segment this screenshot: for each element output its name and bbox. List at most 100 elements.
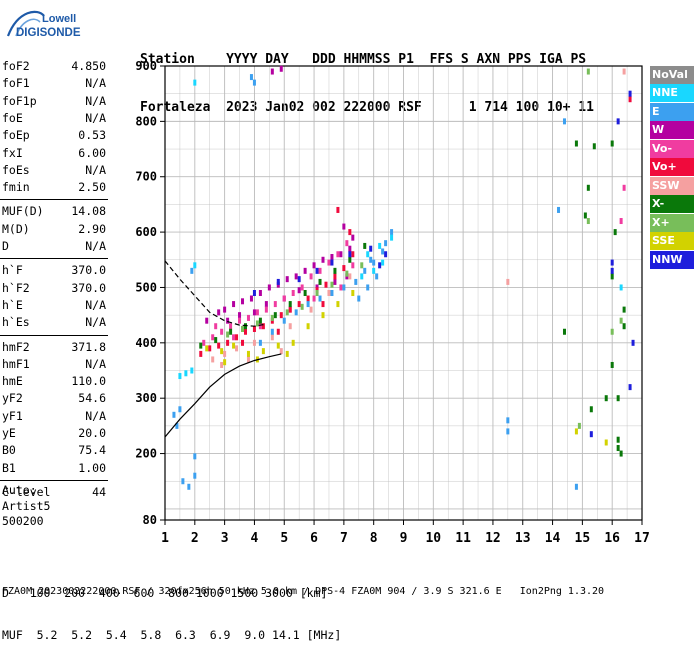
logo-swoosh-inner-icon bbox=[15, 18, 41, 37]
echo-point bbox=[243, 323, 247, 330]
echo-point bbox=[190, 267, 194, 274]
param-value: 110.0 bbox=[71, 374, 106, 389]
param-value: 2.90 bbox=[78, 221, 106, 236]
echo-point bbox=[610, 259, 614, 266]
x-tick-label: 8 bbox=[370, 531, 378, 546]
x-tick-label: 16 bbox=[604, 531, 620, 546]
logo-brand-top: Lowell bbox=[42, 13, 76, 25]
echo-point bbox=[333, 267, 337, 274]
echo-point bbox=[241, 298, 245, 305]
echo-point bbox=[315, 267, 319, 274]
echo-point bbox=[574, 483, 578, 490]
x-tick-label: 17 bbox=[634, 531, 650, 546]
distance-row: D 100 200 400 600 800 1000 1500 3000 [km… bbox=[2, 586, 328, 600]
echo-point bbox=[557, 206, 561, 213]
echo-point bbox=[592, 143, 596, 150]
param-name: h`F2 bbox=[2, 280, 30, 295]
echo-point bbox=[610, 361, 614, 368]
echo-point bbox=[276, 328, 280, 335]
echo-point bbox=[300, 284, 304, 291]
echo-point bbox=[348, 273, 352, 280]
echo-point bbox=[589, 431, 593, 438]
y-tick-label: 600 bbox=[135, 225, 157, 239]
echo-point bbox=[381, 248, 385, 255]
echo-point bbox=[574, 428, 578, 435]
echo-point bbox=[610, 140, 614, 147]
echo-point bbox=[220, 361, 224, 368]
param-value: 1.00 bbox=[78, 460, 106, 475]
param-row-hme: hmE 110.0 bbox=[0, 373, 108, 390]
echo-point bbox=[226, 339, 230, 346]
echo-point bbox=[354, 278, 358, 285]
echo-point bbox=[276, 278, 280, 285]
echo-point bbox=[211, 356, 215, 363]
echo-point bbox=[378, 242, 382, 249]
echo-point bbox=[586, 218, 590, 225]
echo-point bbox=[193, 262, 197, 269]
echo-point bbox=[270, 334, 274, 341]
echo-point bbox=[351, 234, 355, 241]
echo-point bbox=[205, 317, 209, 324]
echo-point bbox=[232, 334, 236, 341]
param-name: B0 bbox=[2, 443, 16, 458]
echo-point bbox=[321, 312, 325, 319]
param-row-hmf1: hmF1 N/A bbox=[0, 356, 108, 373]
echo-point bbox=[193, 453, 197, 460]
echo-point bbox=[339, 251, 343, 258]
echo-point bbox=[291, 290, 295, 296]
echo-point bbox=[336, 206, 340, 213]
echo-point bbox=[208, 345, 212, 352]
autoscaling-info: Auto: Artist5 500200 bbox=[2, 483, 50, 530]
echo-point bbox=[312, 295, 316, 302]
echo-point bbox=[223, 306, 227, 313]
echo-point bbox=[351, 290, 355, 296]
param-row-hf: h`F 370.0 bbox=[0, 262, 108, 279]
echo-point bbox=[252, 339, 256, 346]
param-row-yf2: yF2 54.6 bbox=[0, 390, 108, 407]
echo-point bbox=[258, 290, 262, 296]
echo-point bbox=[246, 356, 250, 363]
echo-point bbox=[589, 406, 593, 413]
echo-point bbox=[610, 267, 614, 274]
echo-point bbox=[294, 309, 298, 316]
echo-point bbox=[306, 301, 310, 308]
param-name: MUF(D) bbox=[2, 204, 44, 219]
echo-point bbox=[193, 472, 197, 479]
param-name: yF1 bbox=[2, 408, 23, 423]
echo-point bbox=[360, 262, 364, 269]
y-tick-label: 700 bbox=[135, 170, 157, 184]
echo-point bbox=[363, 267, 367, 274]
x-tick-label: 15 bbox=[575, 531, 591, 546]
echo-point bbox=[264, 301, 268, 308]
echo-point bbox=[345, 270, 349, 277]
echo-point bbox=[252, 325, 256, 332]
digisonde-logo: Lowell DIGISONDE bbox=[6, 10, 81, 39]
x-tick-label: 2 bbox=[191, 531, 199, 546]
echo-point bbox=[255, 320, 259, 327]
param-row-foes: foEs N/A bbox=[0, 162, 108, 179]
echo-point bbox=[297, 301, 301, 308]
echo-point bbox=[243, 328, 247, 335]
echo-point bbox=[211, 334, 215, 341]
param-row-b1: B1 1.00 bbox=[0, 460, 108, 477]
param-name: hmE bbox=[2, 374, 23, 389]
echo-point bbox=[360, 273, 364, 280]
echo-point bbox=[619, 218, 623, 225]
param-row-fof2: foF2 4.850 bbox=[0, 58, 108, 75]
param-row-foep: foEp 0.53 bbox=[0, 127, 108, 144]
echo-point bbox=[622, 323, 626, 330]
param-name: C-level bbox=[2, 484, 51, 499]
echo-point bbox=[258, 317, 262, 324]
echo-point bbox=[616, 395, 620, 402]
param-value: N/A bbox=[85, 297, 106, 312]
y-tick-label: 800 bbox=[135, 114, 157, 128]
x-tick-label: 4 bbox=[251, 531, 259, 546]
echo-point bbox=[223, 350, 227, 357]
echo-point bbox=[336, 301, 340, 308]
echo-point bbox=[226, 331, 230, 338]
x-tick-label: 13 bbox=[515, 531, 531, 546]
echo-point bbox=[610, 273, 614, 280]
echo-point bbox=[562, 118, 566, 125]
legend-item-e: E bbox=[650, 102, 694, 121]
echo-point bbox=[232, 301, 236, 308]
